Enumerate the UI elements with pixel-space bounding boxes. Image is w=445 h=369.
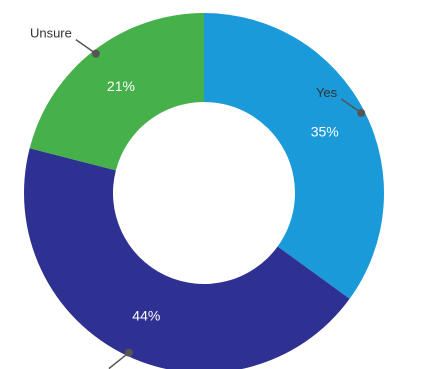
slice-yes[interactable] bbox=[204, 13, 384, 299]
callout-dot bbox=[91, 49, 100, 58]
slice-value-label: 44% bbox=[132, 308, 160, 324]
callout-dot bbox=[124, 348, 133, 357]
category-callout-yes: Yes bbox=[316, 85, 366, 117]
slice-value-label: 35% bbox=[311, 123, 339, 139]
slice-no[interactable] bbox=[24, 148, 350, 369]
category-label-yes: Yes bbox=[316, 85, 338, 100]
category-callout-no: No bbox=[88, 348, 133, 369]
callout-dot bbox=[357, 108, 366, 117]
slice-unsure[interactable] bbox=[29, 13, 205, 171]
category-callout-unsure: Unsure bbox=[30, 26, 100, 58]
slice-value-label: 21% bbox=[107, 78, 135, 94]
category-label-unsure: Unsure bbox=[30, 26, 72, 41]
